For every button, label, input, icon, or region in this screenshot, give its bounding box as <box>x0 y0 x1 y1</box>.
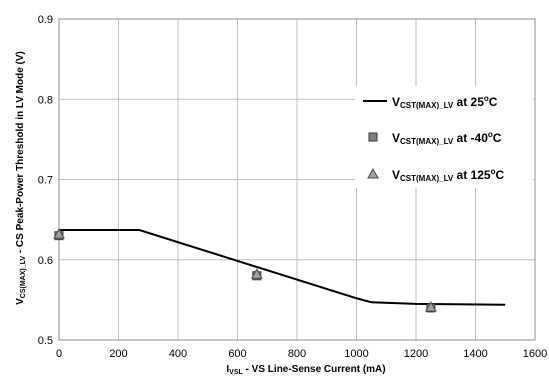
x-tick-label: 200 <box>109 348 127 360</box>
legend-label: VCST(MAX)_LV at -40oC <box>392 130 502 146</box>
y-tick-label: 0.5 <box>38 335 53 347</box>
x-tick-label: 1200 <box>404 348 428 360</box>
legend-entry: VCST(MAX)_LV at 25oC <box>363 94 498 110</box>
data-point-125c <box>425 301 437 312</box>
y-tick-label: 0.8 <box>38 94 53 106</box>
x-tick-label: 1400 <box>463 348 487 360</box>
x-tick-label: 800 <box>288 348 306 360</box>
y-tick-label: 0.7 <box>38 175 53 187</box>
data-point-125c <box>250 268 263 279</box>
legend-entry: VCST(MAX)_LV at 125oC <box>367 167 504 183</box>
x-tick-label: 600 <box>228 348 246 360</box>
x-axis-title: IVSL - VS Line-Sense Current (mA) <box>226 364 385 376</box>
data-point-125c <box>53 228 65 239</box>
y-tick-label: 0.6 <box>38 255 53 267</box>
x-tick-label: 1600 <box>523 348 547 360</box>
legend-label: VCST(MAX)_LV at 125oC <box>392 167 504 183</box>
legend-swatch-square <box>368 132 378 142</box>
x-tick-label: 0 <box>56 348 62 360</box>
x-tick-label: 400 <box>169 348 187 360</box>
legend-background <box>355 86 533 188</box>
tick-labels: 0 200 400 600 800 1000 1200 1400 1600 0.5 0.6 0.7 0.… <box>38 14 548 360</box>
legend: VCST(MAX)_LV at 25oC VCST(MAX)_LV at -40o… <box>355 86 533 188</box>
y-axis-title: VCS(MAX)_LV - CS Peak-Power Threshold in… <box>15 51 27 305</box>
legend-swatch-triangle <box>367 167 379 179</box>
legend-label: VCST(MAX)_LV at 25oC <box>392 94 498 110</box>
x-tick-label: 1000 <box>344 348 368 360</box>
y-tick-label: 0.9 <box>38 14 53 26</box>
series-layer <box>53 228 506 313</box>
legend-entry: VCST(MAX)_LV at -40oC <box>368 130 502 146</box>
plot-area-border <box>58 18 536 341</box>
